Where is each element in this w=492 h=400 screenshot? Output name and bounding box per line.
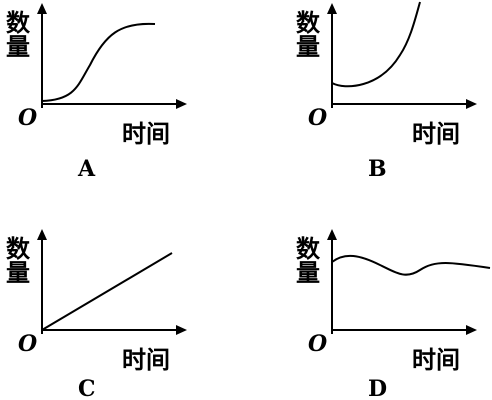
arrow — [37, 229, 47, 240]
curve — [331, 1, 421, 88]
origin: O — [18, 331, 37, 357]
x-label: 时间 — [122, 345, 170, 374]
arrow — [466, 325, 477, 335]
panel-label: C — [78, 376, 96, 400]
panel-label: A — [77, 156, 96, 182]
curve — [331, 254, 491, 276]
arrow — [176, 325, 187, 335]
panel-label: D — [368, 376, 387, 400]
panel: 数量 O 时间 D — [292, 229, 491, 400]
origin: O — [308, 331, 327, 357]
arrow — [327, 3, 337, 14]
y-label: 数量 — [292, 10, 321, 58]
arrow — [327, 229, 337, 240]
x-label: 时间 — [122, 119, 170, 148]
curve — [41, 22, 156, 102]
y-label: 数量 — [2, 10, 31, 58]
origin: O — [18, 105, 37, 131]
arrow — [176, 99, 187, 109]
x-label: 时间 — [412, 119, 460, 148]
x-label: 时间 — [412, 345, 460, 374]
curve — [41, 252, 173, 331]
origin: O — [308, 105, 327, 131]
panel: 数量 O 时间 A — [2, 3, 187, 182]
panel: 数量 O 时间 C — [2, 229, 187, 400]
arrow — [37, 3, 47, 14]
arrow — [466, 99, 477, 109]
y-label: 数量 — [292, 236, 321, 284]
panel-label: B — [368, 156, 387, 182]
y-label: 数量 — [2, 236, 31, 284]
panel: 数量 O 时间 B — [292, 1, 477, 182]
